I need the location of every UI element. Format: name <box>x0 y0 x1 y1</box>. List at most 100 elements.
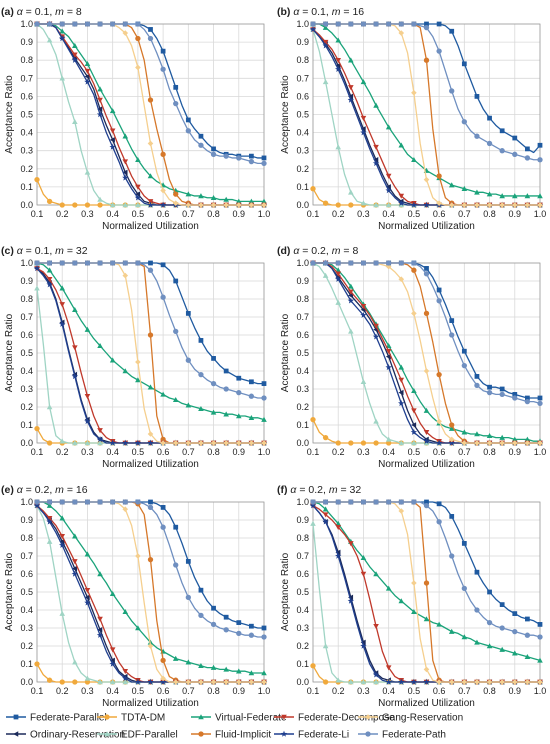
chart-panel-f: (f) α = 0.2, m = 320.00.10.20.30.40.50.6… <box>277 484 546 709</box>
data-point <box>499 202 505 208</box>
data-point <box>461 202 468 208</box>
data-point <box>160 187 166 194</box>
x-tick-label: 0.4 <box>382 686 395 696</box>
data-point <box>185 659 192 665</box>
data-point <box>335 65 342 72</box>
y-tick-label: 0.5 <box>296 110 309 120</box>
data-point <box>172 200 179 206</box>
data-point <box>160 48 166 54</box>
data-point <box>160 262 166 268</box>
data-point <box>96 631 104 638</box>
data-point <box>373 144 379 150</box>
data-point <box>248 158 255 165</box>
y-tick-label: 0.7 <box>20 73 33 83</box>
legend-label: Federate-Decompose <box>298 713 395 724</box>
data-point <box>34 285 40 291</box>
data-point <box>461 348 467 354</box>
x-tick-label: 0.1 <box>307 447 320 457</box>
data-point <box>210 679 217 685</box>
data-point <box>499 193 505 199</box>
data-point <box>348 202 354 208</box>
data-point <box>198 612 204 619</box>
data-point <box>322 42 329 49</box>
legend-marker <box>13 731 19 737</box>
data-point <box>249 379 254 385</box>
data-point <box>372 671 380 678</box>
data-point <box>59 515 66 521</box>
data-point <box>474 133 480 139</box>
data-point <box>511 202 518 208</box>
series-line <box>36 267 264 444</box>
panel-label: (c) <box>1 245 17 257</box>
data-point <box>72 440 78 446</box>
data-point <box>59 75 66 81</box>
data-point <box>135 202 141 208</box>
y-tick-label: 0.6 <box>296 569 309 579</box>
y-axis-label: Acceptance Ratio <box>280 313 291 392</box>
data-point <box>109 657 115 664</box>
data-point <box>322 200 329 206</box>
data-point <box>398 598 405 604</box>
data-point <box>261 155 267 161</box>
data-point <box>524 440 531 446</box>
series-virtual-federate <box>34 499 267 676</box>
data-point <box>398 21 404 27</box>
data-point <box>72 559 78 565</box>
data-point <box>135 553 141 559</box>
legend-item-federate-decompose: Federate-Decompose <box>274 713 395 724</box>
data-point <box>59 541 66 548</box>
data-point <box>436 371 442 378</box>
data-point <box>84 202 91 208</box>
data-point <box>511 436 518 442</box>
data-point <box>110 499 116 505</box>
data-point <box>398 260 404 266</box>
data-point <box>46 677 53 683</box>
data-point <box>398 30 405 36</box>
y-tick-label: 0.2 <box>20 402 33 412</box>
y-tick-label: 1.0 <box>20 19 33 29</box>
data-point <box>147 556 154 563</box>
data-point <box>72 345 78 351</box>
data-point <box>122 202 129 208</box>
data-point <box>109 202 116 208</box>
data-point <box>512 135 518 141</box>
data-point <box>235 440 242 446</box>
x-tick-label: 0.6 <box>157 447 170 457</box>
data-point <box>360 311 367 318</box>
data-point <box>134 678 142 685</box>
data-point <box>248 393 255 399</box>
data-point <box>335 57 342 63</box>
data-point <box>449 88 455 94</box>
y-tick-label: 0.9 <box>20 515 33 525</box>
data-point <box>322 21 329 27</box>
data-point <box>347 96 355 103</box>
data-point <box>448 425 455 431</box>
y-tick-label: 0.4 <box>296 605 309 615</box>
data-point <box>147 332 154 338</box>
data-point <box>524 398 531 405</box>
series-line <box>37 23 264 159</box>
chart-panel-a: (a) α = 0.1, m = 80.00.10.20.30.40.50.60… <box>1 6 270 232</box>
series-virtual-federate <box>310 21 543 199</box>
y-tick-label: 0.8 <box>20 294 33 304</box>
data-point <box>198 193 204 199</box>
y-tick-label: 0.1 <box>296 659 309 669</box>
data-point <box>348 541 354 547</box>
x-tick-label: 0.1 <box>31 686 44 696</box>
data-point <box>223 666 229 672</box>
series-ordinary-reservation <box>34 502 267 685</box>
x-tick-label: 0.4 <box>382 209 395 219</box>
x-tick-label: 0.2 <box>332 209 345 219</box>
data-point <box>148 499 153 505</box>
data-point <box>398 678 405 685</box>
y-tick-label: 0.3 <box>20 384 33 394</box>
data-point <box>348 93 354 100</box>
data-point <box>348 57 354 63</box>
data-point <box>398 276 405 282</box>
panel-label: (e) <box>1 484 17 496</box>
data-point <box>411 310 417 317</box>
data-point <box>248 415 255 421</box>
y-tick-label: 0.6 <box>20 569 33 579</box>
x-tick-label: 1.0 <box>258 209 271 219</box>
data-point <box>423 176 430 183</box>
